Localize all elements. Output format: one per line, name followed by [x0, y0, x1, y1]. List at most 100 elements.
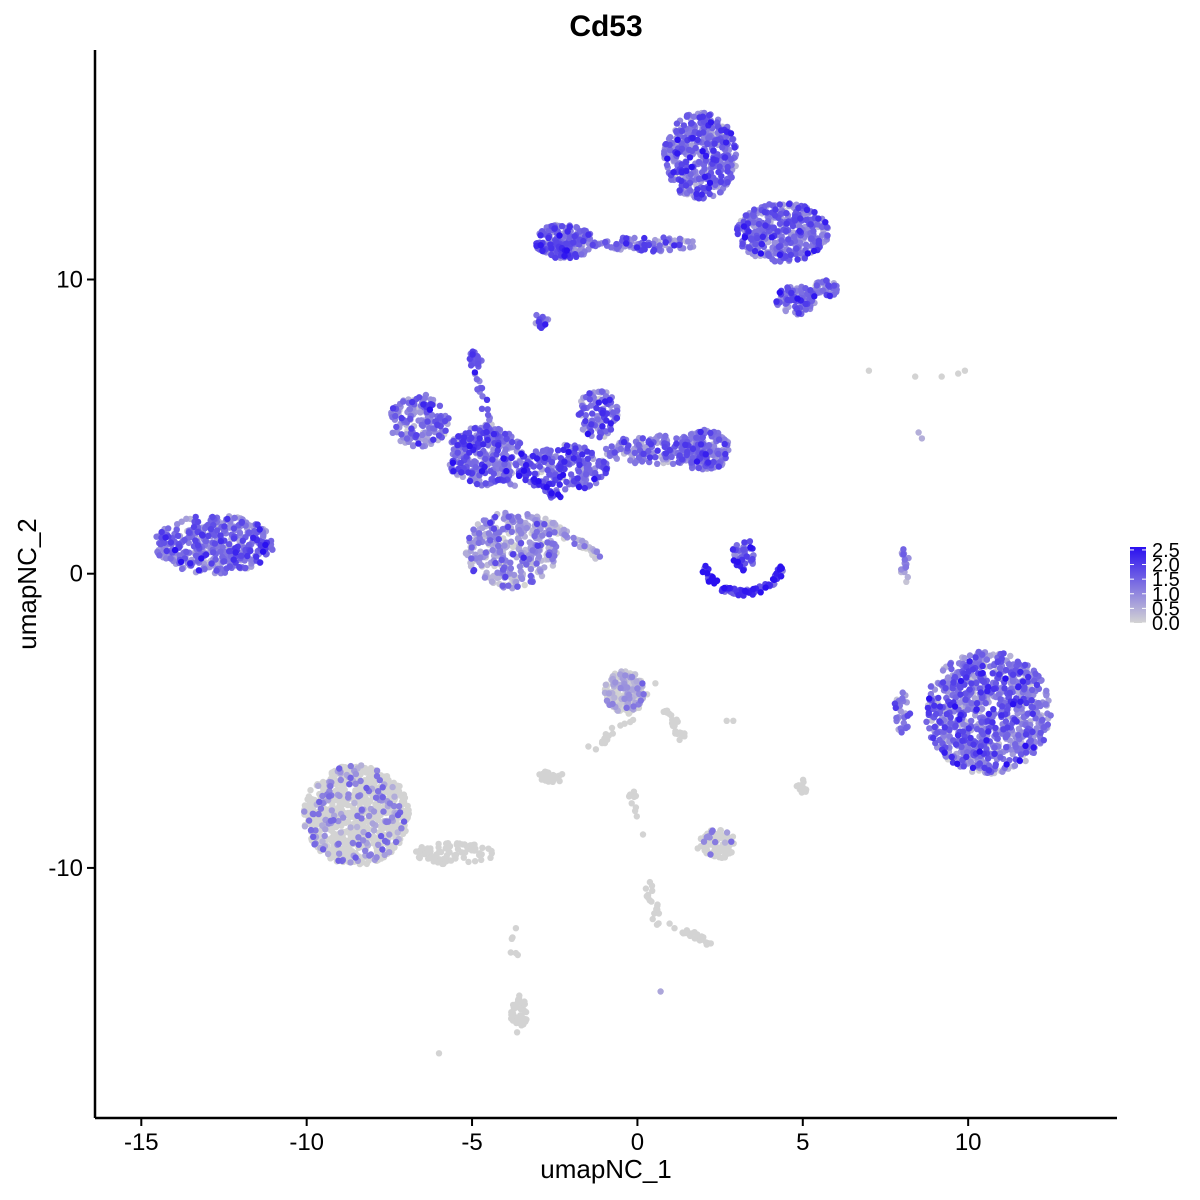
- cell-point: [521, 581, 528, 589]
- cell-point: [1035, 699, 1042, 707]
- cell-point: [370, 833, 377, 840]
- cell-point: [709, 827, 716, 834]
- cell-point: [802, 241, 810, 248]
- cell-point: [514, 951, 521, 959]
- cell-point: [900, 546, 907, 553]
- cell-point: [370, 840, 377, 847]
- cell-point: [625, 691, 633, 699]
- cell-point: [495, 529, 503, 536]
- cell-point: [1017, 751, 1025, 758]
- cell-point: [357, 777, 364, 785]
- cell-point: [341, 838, 348, 845]
- cell-point: [499, 525, 507, 533]
- cell-point: [479, 524, 486, 532]
- cell-point: [676, 736, 683, 744]
- cell-point: [1022, 749, 1030, 756]
- cell-point: [631, 234, 638, 242]
- cell-point: [379, 794, 386, 801]
- cell-point: [819, 231, 826, 239]
- cell-point: [1032, 670, 1039, 677]
- cell-point: [594, 416, 601, 423]
- cell-point: [495, 542, 502, 550]
- cell-point: [631, 459, 639, 467]
- cell-point: [695, 158, 703, 166]
- cell-point: [595, 458, 603, 465]
- cell-point: [646, 897, 653, 904]
- cell-point: [1014, 658, 1021, 665]
- cell-point: [544, 539, 551, 546]
- cell-point: [586, 396, 594, 403]
- cell-point: [327, 826, 334, 834]
- cell-point: [541, 775, 549, 782]
- cell-point: [608, 724, 616, 732]
- cell-point: [602, 445, 610, 453]
- cell-point: [505, 513, 512, 520]
- cell-point: [344, 767, 351, 774]
- cell-point: [335, 817, 342, 825]
- cell-point: [466, 534, 473, 542]
- cell-point: [400, 398, 407, 405]
- cell-point: [352, 780, 359, 787]
- cell-point: [339, 845, 346, 853]
- cell-point: [546, 531, 553, 538]
- cell-point: [473, 376, 481, 383]
- cell-point: [545, 227, 552, 235]
- cell-point: [467, 362, 475, 369]
- cell-point: [330, 817, 337, 824]
- cell-point: [648, 882, 656, 889]
- cell-point: [365, 831, 372, 839]
- cell-point: [499, 566, 507, 573]
- cell-point: [516, 1015, 524, 1023]
- cell-point: [728, 838, 735, 845]
- cell-point: [381, 837, 389, 845]
- cell-point: [369, 820, 376, 827]
- cell-point: [345, 791, 352, 798]
- cell-point: [661, 150, 668, 157]
- cell-point: [472, 845, 479, 852]
- cell-point: [505, 582, 512, 589]
- cell-point: [359, 837, 367, 844]
- cell-point: [472, 555, 479, 562]
- cell-point: [484, 441, 492, 449]
- cell-point: [541, 521, 548, 528]
- cell-point: [406, 405, 414, 413]
- cell-point: [494, 574, 501, 581]
- cell-point: [517, 568, 524, 575]
- cell-point: [418, 431, 426, 439]
- cell-point: [991, 744, 998, 751]
- cell-point: [666, 147, 674, 154]
- cell-point: [608, 443, 615, 450]
- cell-point: [516, 439, 524, 447]
- cell-point: [377, 832, 385, 840]
- cell-point: [415, 854, 423, 861]
- scatter-points: [153, 109, 1054, 1057]
- cell-point: [1002, 734, 1009, 741]
- cell-point: [462, 550, 470, 557]
- cell-point: [640, 691, 647, 698]
- cell-point: [578, 251, 585, 258]
- cell-point: [315, 782, 322, 789]
- cell-point: [795, 782, 802, 789]
- cell-point: [435, 840, 442, 848]
- cell-point: [609, 700, 616, 708]
- cell-point: [716, 163, 723, 170]
- cell-point: [617, 445, 625, 453]
- cell-point: [202, 537, 209, 545]
- cell-point: [316, 798, 323, 806]
- cell-point: [690, 113, 698, 120]
- cell-point: [392, 838, 400, 846]
- cell-point: [893, 714, 900, 722]
- cell-point: [231, 514, 238, 522]
- cell-point: [1047, 712, 1054, 719]
- cell-point: [771, 258, 779, 265]
- cell-point: [705, 134, 713, 141]
- cell-point: [471, 858, 479, 865]
- cell-point: [226, 563, 234, 570]
- cell-point: [470, 526, 477, 533]
- cell-point: [547, 447, 554, 454]
- cell-point: [716, 189, 724, 196]
- cell-point: [645, 447, 652, 455]
- cell-point: [474, 521, 482, 528]
- cell-point: [723, 717, 730, 724]
- cell-point: [978, 727, 985, 735]
